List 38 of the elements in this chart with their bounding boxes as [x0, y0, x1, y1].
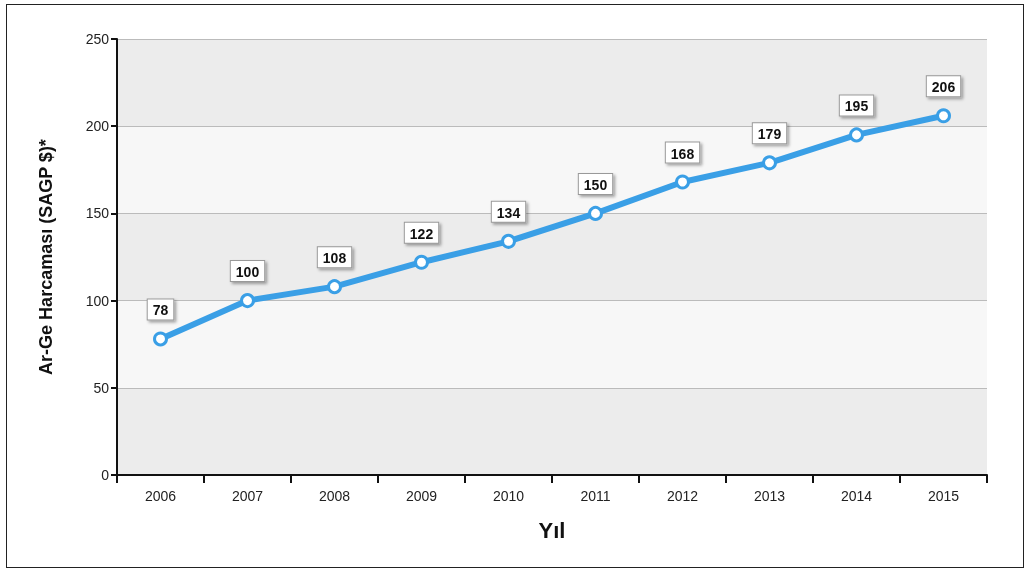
- y-tick-label: 250: [85, 31, 110, 47]
- data-label: 206: [931, 79, 956, 96]
- data-label: 134: [496, 204, 521, 221]
- point: [153, 331, 168, 347]
- point: [501, 233, 516, 249]
- data-label: 100: [235, 264, 260, 281]
- data-label: 179: [757, 126, 782, 143]
- point: [588, 205, 603, 221]
- x-tick-label: 2013: [753, 488, 786, 504]
- point: [414, 254, 429, 270]
- point: [675, 174, 690, 190]
- x-tick-label: 2007: [231, 488, 264, 504]
- data-label: 150: [583, 176, 608, 193]
- x-tick-label: 2014: [840, 488, 873, 504]
- point: [240, 293, 255, 309]
- x-tick-label: 2011: [580, 488, 611, 504]
- point: [327, 279, 342, 295]
- x-tick-label: 2012: [666, 488, 699, 504]
- x-tick-label: 2010: [492, 488, 525, 504]
- point: [849, 127, 864, 143]
- point: [936, 108, 951, 124]
- data-label: 195: [844, 98, 869, 115]
- x-tick-label: 2015: [927, 488, 960, 504]
- x-tick-label: 2009: [405, 488, 438, 504]
- y-tick-label: 150: [85, 205, 110, 222]
- data-label: 168: [670, 145, 695, 162]
- x-tick-label: 2006: [144, 488, 177, 504]
- y-tick-label: 0: [101, 467, 110, 483]
- y-axis-title: Ar-Ge Harcaması (SAGP $)*: [36, 139, 56, 375]
- data-label: 78: [152, 302, 169, 319]
- x-axis-title: Yıl: [538, 517, 566, 543]
- data-label: 122: [409, 225, 434, 242]
- y-tick-label: 50: [93, 379, 110, 396]
- data-label: 108: [322, 250, 347, 267]
- y-tick-label: 200: [85, 118, 110, 135]
- point: [762, 155, 777, 171]
- x-tick-label: 2008: [318, 488, 351, 504]
- y-tick-label: 100: [85, 292, 110, 309]
